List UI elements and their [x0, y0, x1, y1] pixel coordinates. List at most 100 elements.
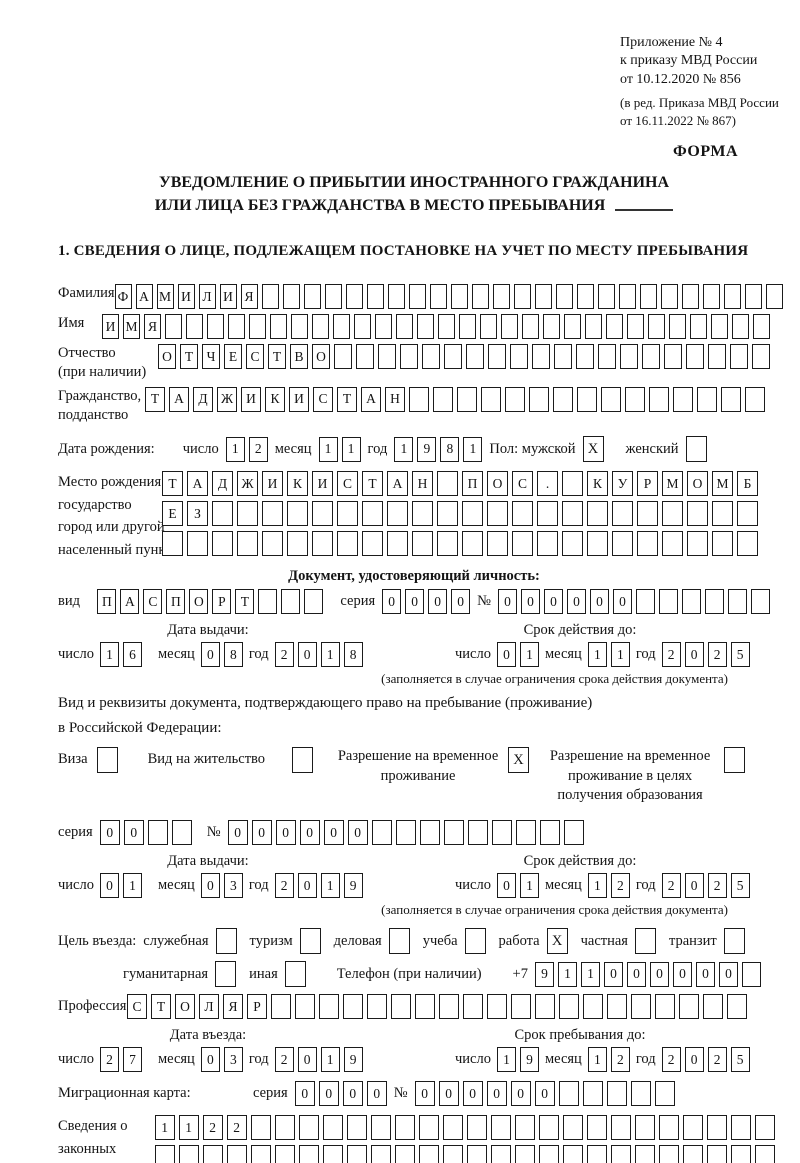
char-cell[interactable] [639, 284, 657, 310]
char-cell[interactable] [442, 1145, 463, 1163]
char-cell[interactable] [274, 1115, 295, 1141]
char-cell[interactable] [346, 1145, 367, 1163]
char-cell[interactable] [512, 501, 533, 527]
char-cell[interactable] [471, 284, 489, 310]
char-cell[interactable]: 0 [603, 961, 623, 987]
char-cell[interactable] [346, 1115, 367, 1141]
char-cell[interactable] [334, 344, 352, 370]
char-cell[interactable] [630, 1081, 651, 1107]
char-cell[interactable]: Л [199, 994, 219, 1020]
char-cell[interactable] [274, 1145, 295, 1163]
char-cell[interactable] [212, 531, 233, 557]
char-cell[interactable]: 2 [707, 873, 727, 899]
char-cell[interactable] [662, 531, 683, 557]
char-cell[interactable] [370, 1115, 391, 1141]
char-cell[interactable] [610, 1115, 631, 1141]
char-cell[interactable] [488, 344, 506, 370]
char-cell[interactable] [686, 344, 704, 370]
char-cell[interactable] [612, 531, 633, 557]
char-cell[interactable]: 0 [510, 1081, 531, 1107]
char-cell[interactable] [154, 1145, 175, 1163]
char-cell[interactable] [418, 1145, 439, 1163]
char-cell[interactable] [577, 386, 597, 412]
char-cell[interactable]: И [289, 386, 309, 412]
char-cell[interactable]: 9 [417, 436, 437, 462]
char-cell[interactable] [711, 314, 728, 340]
char-cell[interactable] [394, 1115, 415, 1141]
char-cell[interactable]: У [612, 471, 633, 497]
char-cell[interactable] [186, 314, 203, 340]
char-cell[interactable]: 2 [610, 1047, 630, 1073]
char-cell[interactable] [723, 284, 741, 310]
char-cell[interactable]: 0 [414, 1081, 435, 1107]
char-cell[interactable]: К [265, 386, 285, 412]
char-cell[interactable]: И [262, 471, 283, 497]
char-cell[interactable] [356, 344, 374, 370]
option-temp-residence-education-checkbox[interactable] [724, 747, 746, 774]
char-cell[interactable]: Ж [237, 471, 258, 497]
char-cell[interactable] [607, 994, 627, 1020]
char-cell[interactable]: П [97, 589, 117, 615]
char-cell[interactable] [642, 344, 660, 370]
char-cell[interactable] [437, 531, 458, 557]
char-cell[interactable] [751, 589, 770, 615]
char-cell[interactable]: 2 [226, 1115, 247, 1141]
purpose-other-checkbox[interactable] [284, 961, 306, 988]
char-cell[interactable]: 2 [274, 1047, 294, 1073]
char-cell[interactable]: А [169, 386, 189, 412]
char-cell[interactable] [587, 501, 608, 527]
char-cell[interactable]: 1 [519, 873, 539, 899]
char-cell[interactable] [553, 386, 573, 412]
char-cell[interactable] [322, 1115, 343, 1141]
char-cell[interactable] [586, 1115, 607, 1141]
char-cell[interactable] [612, 501, 633, 527]
char-cell[interactable] [559, 994, 579, 1020]
char-cell[interactable]: 0 [366, 1081, 387, 1107]
char-cell[interactable] [564, 314, 581, 340]
char-cell[interactable]: А [187, 471, 208, 497]
char-cell[interactable] [418, 1115, 439, 1141]
char-cell[interactable] [459, 314, 476, 340]
char-cell[interactable]: 9 [519, 1047, 539, 1073]
char-cell[interactable] [237, 501, 258, 527]
char-cell[interactable] [513, 284, 531, 310]
char-cell[interactable] [438, 314, 455, 340]
char-cell[interactable]: 0 [323, 820, 344, 846]
char-cell[interactable]: 2 [661, 873, 681, 899]
char-cell[interactable] [226, 1145, 247, 1163]
char-cell[interactable] [262, 531, 283, 557]
char-cell[interactable] [505, 386, 525, 412]
char-cell[interactable] [312, 314, 329, 340]
char-cell[interactable] [601, 386, 621, 412]
char-cell[interactable]: 9 [534, 961, 554, 987]
purpose-business-checkbox[interactable] [388, 928, 410, 955]
char-cell[interactable] [261, 284, 279, 310]
char-cell[interactable] [745, 386, 765, 412]
char-cell[interactable] [147, 820, 168, 846]
char-cell[interactable] [649, 386, 669, 412]
char-cell[interactable]: И [312, 471, 333, 497]
char-cell[interactable] [682, 1145, 703, 1163]
char-cell[interactable] [662, 501, 683, 527]
char-cell[interactable] [439, 994, 459, 1020]
char-cell[interactable] [400, 344, 418, 370]
char-cell[interactable]: С [337, 471, 358, 497]
char-cell[interactable]: 0 [684, 1047, 704, 1073]
char-cell[interactable] [537, 501, 558, 527]
char-cell[interactable]: С [127, 994, 147, 1020]
char-cell[interactable]: А [120, 589, 140, 615]
char-cell[interactable] [682, 589, 701, 615]
char-cell[interactable]: 1 [320, 873, 340, 899]
char-cell[interactable]: 0 [567, 589, 586, 615]
char-cell[interactable] [303, 284, 321, 310]
char-cell[interactable]: 1 [580, 961, 600, 987]
purpose-private-checkbox[interactable] [634, 928, 656, 955]
char-cell[interactable]: 0 [496, 873, 516, 899]
char-cell[interactable] [487, 994, 507, 1020]
char-cell[interactable]: 2 [661, 1047, 681, 1073]
char-cell[interactable] [655, 994, 675, 1020]
char-cell[interactable]: 2 [661, 642, 681, 668]
char-cell[interactable]: 1 [587, 1047, 607, 1073]
char-cell[interactable]: 0 [590, 589, 609, 615]
char-cell[interactable]: 0 [672, 961, 692, 987]
